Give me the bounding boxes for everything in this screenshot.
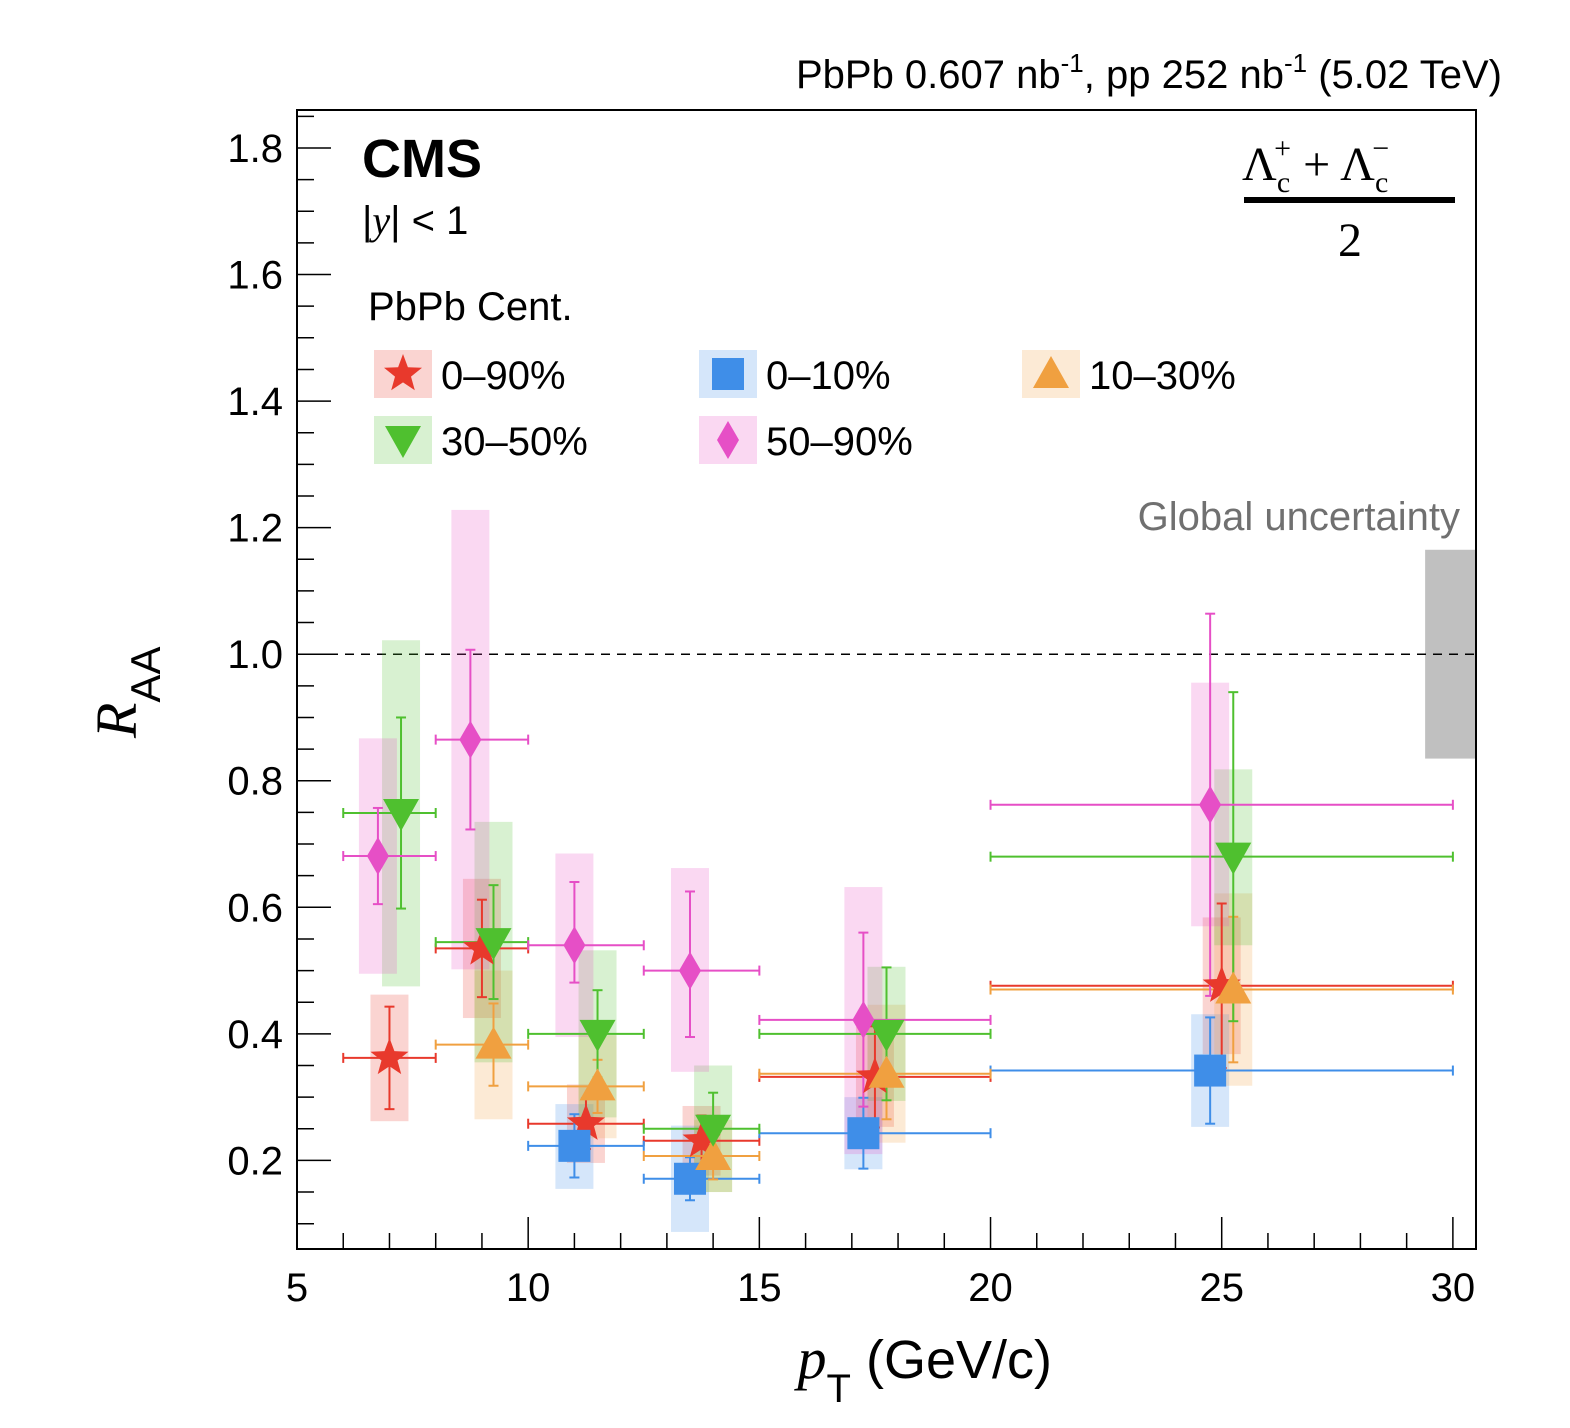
series-10-30-point <box>475 1026 512 1059</box>
systematic-boxes-layer <box>358 509 1253 1232</box>
x-tick-label: 30 <box>1431 1266 1476 1310</box>
legend-entry-10-30-label: 10–30% <box>1089 354 1236 398</box>
series-0-90-point <box>370 1037 409 1075</box>
y-tick-label: 0.2 <box>227 1139 283 1183</box>
x-tick-label: 25 <box>1199 1266 1244 1310</box>
series-50-90-point <box>563 926 586 965</box>
y-tick-label: 1.4 <box>227 380 283 424</box>
x-tick-label: 15 <box>737 1266 782 1310</box>
series-10-30-point <box>1215 971 1252 1004</box>
legend-entry-0-10-marker <box>712 358 744 390</box>
rapidity-label: |y| < 1 <box>362 198 468 243</box>
axes-layer: 5 10 15 20 25 30 0.2 0.4 0.6 0.8 1.0 1.2 1.4 1.6 1.8 <box>227 115 1476 1310</box>
series-0-90-point <box>462 928 501 965</box>
series-0-10-point <box>1194 1054 1227 1087</box>
series-30-50-point <box>695 1114 732 1147</box>
global-uncertainty-label: Global uncertainty <box>1138 495 1460 539</box>
series-10-30-point <box>579 1068 616 1101</box>
y-tick-label: 0.8 <box>227 760 283 804</box>
legend-entry-0-10-label: 0–10% <box>766 354 891 398</box>
series-30-50-point <box>868 1019 905 1052</box>
svg-text:Λc++Λc−: Λc+ + Λc− <box>1242 132 1389 199</box>
x-tick-label: 5 <box>286 1266 308 1310</box>
y-tick-label: 0.6 <box>227 886 283 930</box>
legend-title: PbPb Cent. <box>368 285 573 329</box>
series-30-50-point <box>579 1019 616 1052</box>
legend: PbPb Cent. 0–90% 0–10% 10–30% 30–50% 50–90% <box>368 285 1236 464</box>
legend-entry-10-30-marker <box>1033 356 1069 388</box>
series-0-10-point <box>558 1129 591 1162</box>
plot-frame <box>296 109 1477 1250</box>
legend-entry-30-50-label: 30–50% <box>441 420 588 464</box>
x-tick-label: 10 <box>506 1266 551 1310</box>
series-30-50-point <box>475 928 512 961</box>
series-10-30-point <box>695 1137 732 1170</box>
luminosity-header: PbPb 0.607 nb-1, pp 252 nb-1 (5.02 TeV) <box>796 48 1502 97</box>
experiment-label: CMS <box>362 129 482 189</box>
series-30-50-point <box>383 799 420 832</box>
series-10-30-point <box>868 1055 905 1088</box>
legend-entry-0-90-label: 0–90% <box>441 354 566 398</box>
series-0-90-point <box>1202 965 1241 1002</box>
legend-entry-50-90-label: 50–90% <box>766 420 913 464</box>
series-50-90-point <box>459 720 482 759</box>
series-50-90-point <box>1199 785 1222 824</box>
series-0-10-point <box>847 1117 880 1150</box>
x-tick-label: 20 <box>968 1266 1013 1310</box>
series-0-90-point <box>855 1056 894 1094</box>
particle-formula: Λc+ + Λc− 2 <box>1242 132 1455 267</box>
legend-entry-50-90-marker <box>717 421 739 459</box>
y-tick-label: 0.4 <box>227 1013 283 1057</box>
y-tick-label: 1.8 <box>227 127 283 171</box>
y-tick-label: 1.0 <box>227 633 283 677</box>
fraction-denominator: 2 <box>1338 214 1362 267</box>
y-axis-title: RAA <box>84 647 169 739</box>
y-tick-label: 1.2 <box>227 507 283 551</box>
legend-entry-0-90-marker <box>384 354 422 391</box>
markers-layer <box>366 720 1252 1195</box>
series-50-90-point <box>679 951 701 990</box>
legend-entry-30-50-marker <box>385 426 421 458</box>
series-50-90-point <box>366 837 389 876</box>
x-axis-title: pT (GeV/c) <box>794 1326 1052 1411</box>
series-0-90-point <box>682 1120 721 1157</box>
series-0-90-point <box>566 1103 605 1140</box>
y-tick-label: 1.6 <box>227 254 283 298</box>
fraction-bar <box>1244 197 1455 203</box>
series-30-50-point <box>1215 842 1252 875</box>
series-50-90-point <box>852 1000 875 1039</box>
